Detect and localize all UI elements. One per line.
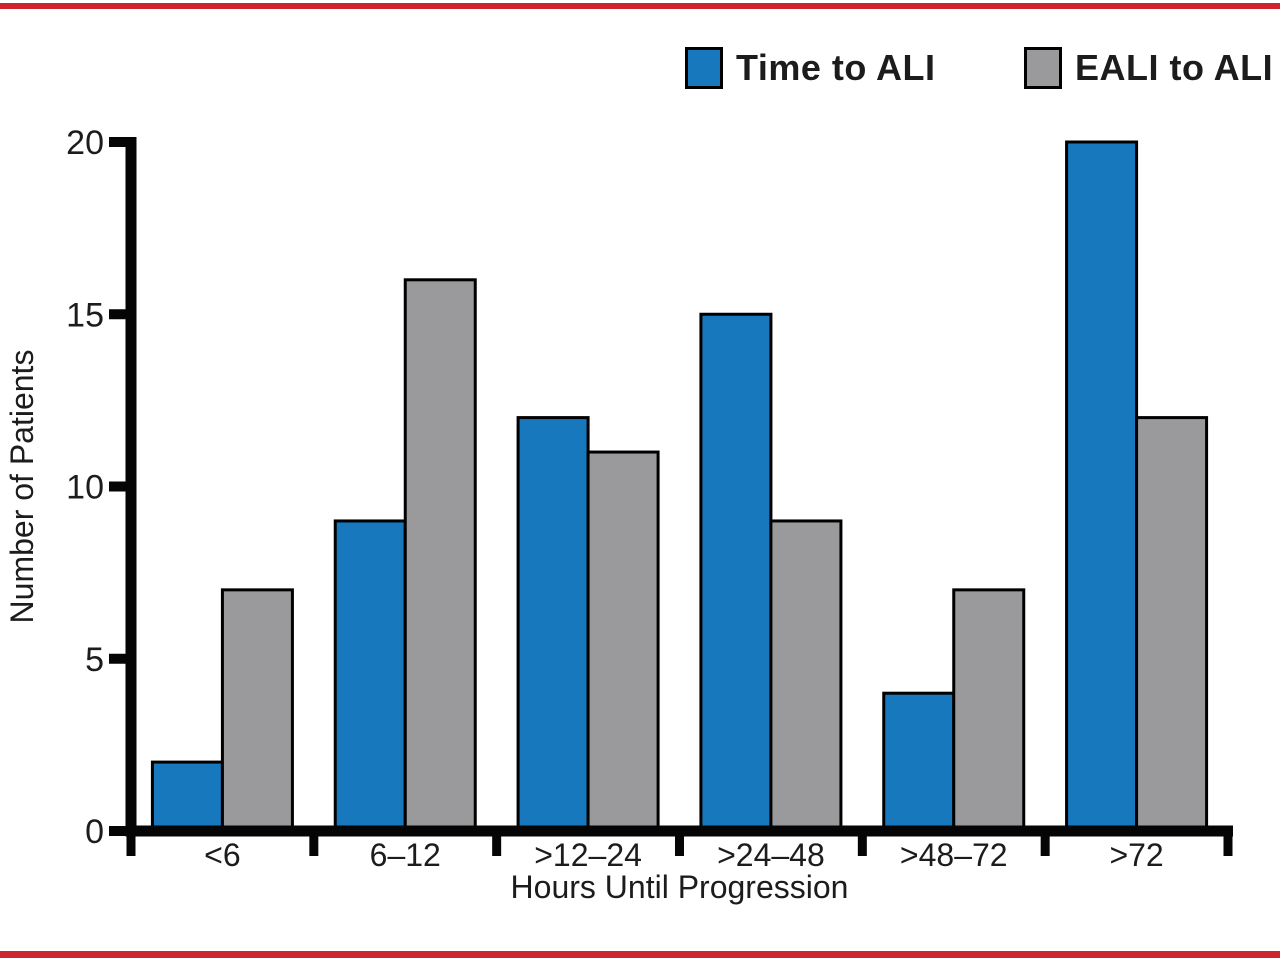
y-tick-label: 10 <box>66 469 104 507</box>
bar-eali-to-ali-group-3 <box>769 519 843 833</box>
top-border-rule <box>0 3 1280 9</box>
y-tick-label: 0 <box>85 813 104 851</box>
bar-time-to-ali-group-5 <box>1065 140 1139 833</box>
legend-swatch-gray <box>1024 47 1062 89</box>
bottom-border-rule <box>0 951 1280 958</box>
bar-eali-to-ali-group-4 <box>952 588 1026 833</box>
legend-label: Time to ALI <box>736 47 936 88</box>
y-tick-label: 20 <box>66 124 104 162</box>
bar-time-to-ali-group-4 <box>882 691 956 833</box>
y-tick-label: 5 <box>85 641 104 679</box>
x-category-label: >12–24 <box>534 837 642 873</box>
legend-swatch-blue <box>685 47 723 89</box>
bar-time-to-ali-group-2 <box>516 416 590 833</box>
x-category-label: 6–12 <box>370 837 441 873</box>
x-category-label: >24–48 <box>717 837 825 873</box>
bar-time-to-ali-group-0 <box>150 760 224 833</box>
bar-eali-to-ali-group-2 <box>586 450 660 833</box>
bar-eali-to-ali-group-1 <box>403 278 477 833</box>
bar-time-to-ali-group-1 <box>333 519 407 833</box>
y-axis-title: Number of Patients <box>4 350 40 624</box>
y-tick-label: 15 <box>66 296 104 334</box>
x-axis-title: Hours Until Progression <box>511 869 849 905</box>
x-category-label: >72 <box>1109 837 1163 873</box>
legend-item-eali-to-ali: EALI to ALI <box>1024 47 1273 89</box>
legend-item-time-to-ali: Time to ALI <box>685 47 936 89</box>
bar-time-to-ali-group-3 <box>699 312 773 833</box>
bar-eali-to-ali-group-0 <box>220 588 294 833</box>
legend-label: EALI to ALI <box>1075 47 1274 88</box>
x-category-label: <6 <box>204 837 240 873</box>
bar-eali-to-ali-group-5 <box>1135 416 1209 833</box>
x-category-label: >48–72 <box>900 837 1008 873</box>
